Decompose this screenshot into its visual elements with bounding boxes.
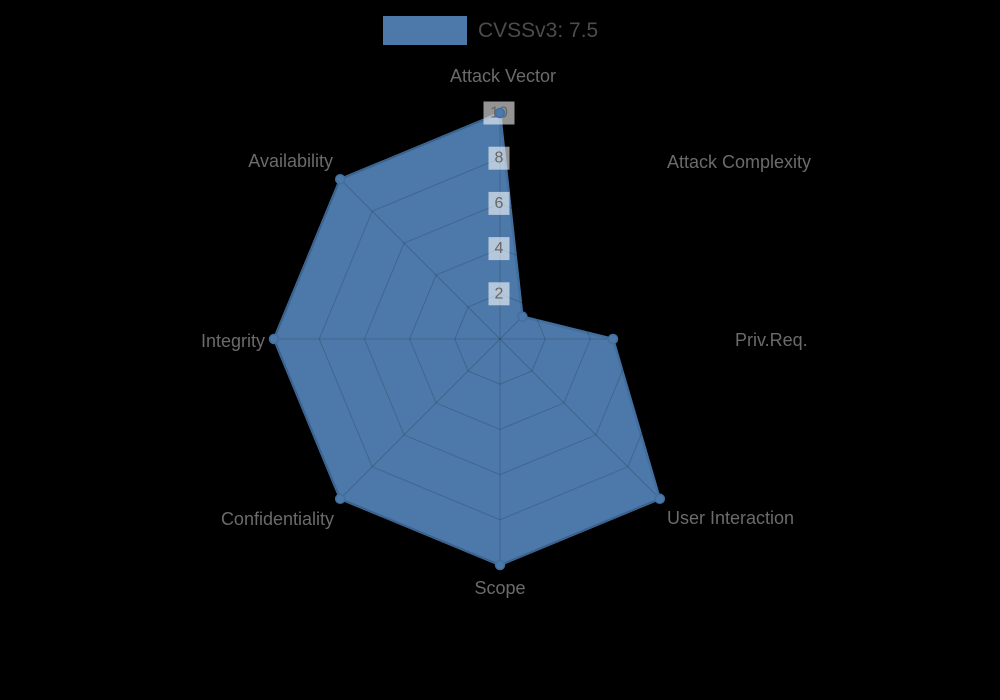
axis-label-attack-vector: Attack Vector bbox=[450, 66, 556, 86]
tick-label: 4 bbox=[495, 240, 504, 257]
tick-backdrop bbox=[488, 191, 510, 215]
axis-label-user-interaction: User Interaction bbox=[667, 508, 794, 528]
legend-label: CVSSv3: 7.5 bbox=[478, 19, 599, 42]
radar-axis-spoke bbox=[499, 338, 661, 500]
data-point-marker bbox=[517, 311, 528, 322]
data-point-marker bbox=[334, 173, 346, 185]
radar-grid-ring bbox=[409, 248, 591, 430]
data-point-marker bbox=[494, 107, 506, 119]
tick-backdrop bbox=[488, 237, 510, 261]
axis-label-integrity: Integrity bbox=[201, 331, 265, 351]
data-point-marker bbox=[494, 559, 506, 571]
radar-axis-spoke bbox=[339, 178, 501, 340]
axis-label-availability: Availability bbox=[248, 151, 333, 171]
axis-label-priv-req: Priv.Req. bbox=[735, 330, 808, 350]
legend-item-cvssv3[interactable]: CVSSv3: 7.5 bbox=[383, 16, 598, 45]
data-point-marker bbox=[607, 333, 619, 345]
tick-backdrop bbox=[488, 282, 510, 306]
legend-swatch bbox=[383, 16, 467, 45]
radar-axis-spoke bbox=[499, 178, 661, 340]
tick-label: 6 bbox=[495, 195, 504, 212]
radar-grid-ring bbox=[363, 202, 637, 476]
axis-label-scope: Scope bbox=[474, 578, 525, 598]
axis-label-confidentiality: Confidentiality bbox=[221, 509, 334, 529]
tick-backdrop bbox=[488, 146, 510, 170]
tick-label: 2 bbox=[495, 285, 504, 302]
radar-axis-spoke bbox=[339, 338, 501, 500]
data-point-marker bbox=[334, 493, 346, 505]
data-point-marker bbox=[268, 333, 280, 345]
radar-grid-ring bbox=[318, 157, 682, 521]
axis-label-attack-complexity: Attack Complexity bbox=[667, 152, 811, 172]
tick-label: 8 bbox=[495, 150, 504, 167]
radar-grid-ring bbox=[454, 293, 546, 385]
data-point-marker bbox=[654, 493, 666, 505]
